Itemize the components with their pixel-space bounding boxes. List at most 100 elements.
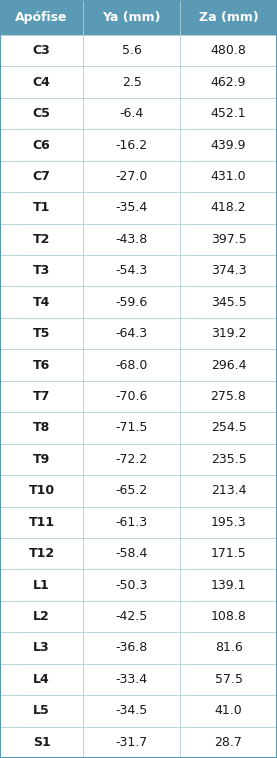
- Bar: [0, 0, 83, 35]
- Text: -59.6: -59.6: [116, 296, 148, 309]
- Text: T2: T2: [33, 233, 50, 246]
- Text: 275.8: 275.8: [211, 390, 247, 403]
- Bar: [83, 664, 180, 695]
- Bar: [0, 35, 83, 67]
- Text: -36.8: -36.8: [116, 641, 148, 654]
- Bar: [83, 475, 180, 506]
- Bar: [180, 727, 277, 758]
- Bar: [83, 161, 180, 193]
- Text: -65.2: -65.2: [116, 484, 148, 497]
- Bar: [0, 475, 83, 506]
- Bar: [180, 98, 277, 130]
- Bar: [83, 412, 180, 443]
- Text: C7: C7: [33, 170, 50, 183]
- Bar: [180, 193, 277, 224]
- Bar: [83, 318, 180, 349]
- Text: T3: T3: [33, 265, 50, 277]
- Bar: [0, 67, 83, 98]
- Bar: [0, 695, 83, 727]
- Text: T12: T12: [29, 547, 55, 560]
- Bar: [180, 475, 277, 506]
- Text: -6.4: -6.4: [119, 107, 144, 120]
- Text: T6: T6: [33, 359, 50, 371]
- Bar: [83, 35, 180, 67]
- Bar: [83, 98, 180, 130]
- Bar: [0, 538, 83, 569]
- Text: -42.5: -42.5: [116, 610, 148, 623]
- Bar: [0, 381, 83, 412]
- Text: 28.7: 28.7: [215, 736, 242, 749]
- Text: 345.5: 345.5: [211, 296, 247, 309]
- Bar: [180, 35, 277, 67]
- Text: -31.7: -31.7: [116, 736, 148, 749]
- Bar: [180, 381, 277, 412]
- Bar: [0, 349, 83, 381]
- Bar: [83, 0, 180, 35]
- Bar: [0, 161, 83, 193]
- Text: 439.9: 439.9: [211, 139, 246, 152]
- Bar: [0, 287, 83, 318]
- Bar: [180, 0, 277, 35]
- Text: 2.5: 2.5: [122, 76, 142, 89]
- Text: 418.2: 418.2: [211, 202, 246, 215]
- Bar: [83, 727, 180, 758]
- Text: 296.4: 296.4: [211, 359, 246, 371]
- Bar: [83, 506, 180, 538]
- Text: T7: T7: [33, 390, 50, 403]
- Bar: [180, 664, 277, 695]
- Bar: [180, 412, 277, 443]
- Text: 213.4: 213.4: [211, 484, 246, 497]
- Text: T9: T9: [33, 453, 50, 466]
- Text: C5: C5: [33, 107, 50, 120]
- Text: 254.5: 254.5: [211, 421, 247, 434]
- Bar: [0, 632, 83, 664]
- Bar: [0, 193, 83, 224]
- Bar: [83, 443, 180, 475]
- Bar: [0, 412, 83, 443]
- Text: L3: L3: [33, 641, 50, 654]
- Text: -64.3: -64.3: [116, 327, 148, 340]
- Text: 57.5: 57.5: [214, 673, 243, 686]
- Text: -54.3: -54.3: [116, 265, 148, 277]
- Text: L2: L2: [33, 610, 50, 623]
- Text: L4: L4: [33, 673, 50, 686]
- Text: 81.6: 81.6: [215, 641, 242, 654]
- Text: T11: T11: [29, 515, 55, 529]
- Text: T10: T10: [29, 484, 55, 497]
- Text: 41.0: 41.0: [215, 704, 242, 717]
- Bar: [83, 381, 180, 412]
- Text: -58.4: -58.4: [116, 547, 148, 560]
- Bar: [180, 443, 277, 475]
- Text: Za (mm): Za (mm): [199, 11, 258, 24]
- Bar: [0, 318, 83, 349]
- Bar: [180, 255, 277, 287]
- Text: -71.5: -71.5: [116, 421, 148, 434]
- Bar: [83, 193, 180, 224]
- Bar: [83, 601, 180, 632]
- Text: T5: T5: [33, 327, 50, 340]
- Text: 139.1: 139.1: [211, 578, 246, 591]
- Text: -35.4: -35.4: [116, 202, 148, 215]
- Bar: [180, 538, 277, 569]
- Bar: [180, 130, 277, 161]
- Bar: [0, 255, 83, 287]
- Bar: [180, 67, 277, 98]
- Bar: [83, 130, 180, 161]
- Bar: [83, 695, 180, 727]
- Text: 171.5: 171.5: [211, 547, 247, 560]
- Text: 374.3: 374.3: [211, 265, 246, 277]
- Bar: [0, 130, 83, 161]
- Text: C6: C6: [33, 139, 50, 152]
- Text: 452.1: 452.1: [211, 107, 246, 120]
- Text: -27.0: -27.0: [116, 170, 148, 183]
- Text: -50.3: -50.3: [116, 578, 148, 591]
- Bar: [0, 224, 83, 255]
- Text: C3: C3: [33, 44, 50, 57]
- Text: T4: T4: [33, 296, 50, 309]
- Text: -16.2: -16.2: [116, 139, 148, 152]
- Bar: [0, 506, 83, 538]
- Bar: [180, 695, 277, 727]
- Bar: [180, 569, 277, 601]
- Bar: [83, 67, 180, 98]
- Text: -68.0: -68.0: [116, 359, 148, 371]
